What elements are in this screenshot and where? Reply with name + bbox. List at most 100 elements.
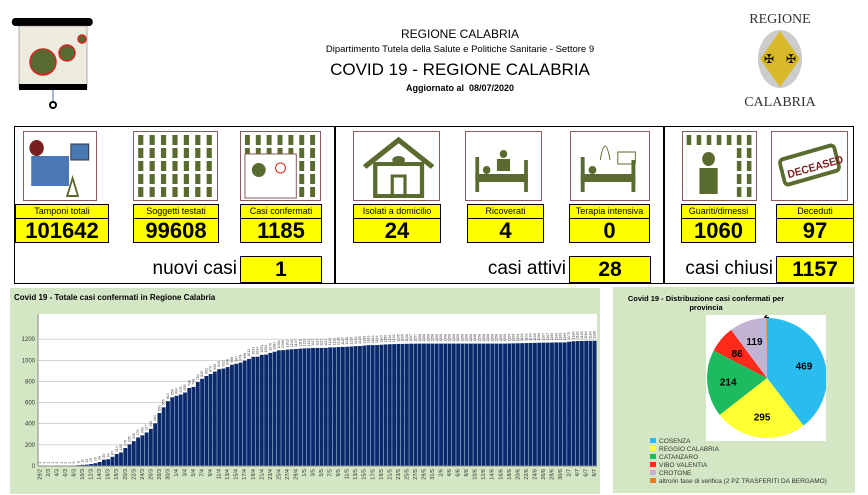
bar — [362, 345, 367, 466]
data-label: 1158 — [460, 334, 464, 342]
legend-swatch — [650, 478, 656, 483]
data-label: 1 — [38, 462, 42, 464]
kpi-label: Terapia intensiva — [569, 204, 650, 219]
bar — [375, 345, 379, 466]
bar — [439, 343, 443, 466]
data-label: 1167 — [542, 333, 546, 341]
department-name: Dipartimento Tutela della Salute e Polit… — [325, 44, 595, 55]
bar — [477, 343, 482, 466]
bar — [208, 374, 213, 466]
data-label: 664 — [175, 388, 179, 394]
data-label: 1054 — [264, 345, 268, 353]
data-label: 1127 — [341, 337, 345, 345]
pie-slice — [719, 378, 804, 438]
kpi-value: 4 — [467, 218, 544, 243]
x-tick-label: 19/5 — [379, 469, 385, 480]
bar — [166, 401, 170, 466]
org-name: REGIONE CALABRIA — [400, 27, 520, 41]
bar — [200, 378, 204, 466]
bar — [584, 340, 589, 466]
bar — [319, 347, 324, 466]
bar — [541, 342, 546, 466]
data-label: 1158 — [503, 334, 507, 342]
data-label: 64 — [106, 453, 110, 457]
data-label: 1169 — [563, 333, 567, 341]
x-tick-label: 28/3 — [157, 469, 163, 480]
bar — [571, 341, 576, 466]
pie-chart-panel: Covid 19 - Distribuzione casi confermati… — [613, 287, 855, 493]
summary-label: nuovi casi — [152, 258, 238, 279]
x-tick-label: 9/4 — [208, 469, 214, 477]
bar — [140, 435, 145, 466]
data-label: 1101 — [285, 340, 289, 348]
data-label: 1180 — [571, 332, 575, 340]
data-label: 922 — [221, 361, 225, 367]
kpi-value: 1185 — [240, 218, 322, 243]
data-label: 1184 — [588, 331, 592, 339]
bar — [183, 392, 187, 466]
data-label: 1117 — [320, 338, 324, 345]
data-label: 5 — [72, 461, 76, 463]
icu-bed-icon — [570, 131, 650, 201]
bar — [447, 343, 452, 466]
bar — [268, 352, 273, 466]
data-label: 352 — [149, 421, 153, 427]
bar — [127, 444, 132, 466]
pie-slice — [707, 350, 767, 415]
data-label: 1168 — [550, 333, 554, 341]
pie-legend: COSENZA REGGIO CALABRIA CATANZARO VIBO VALE… — [650, 438, 827, 486]
bar — [481, 343, 486, 466]
data-label: 2 — [64, 462, 68, 464]
legend-swatch — [650, 470, 656, 475]
bar — [328, 347, 333, 466]
data-label: 2 — [68, 462, 72, 464]
data-label: 893 — [213, 364, 217, 370]
x-tick-label: 8/7 — [592, 469, 598, 477]
data-label: 1183 — [580, 331, 584, 339]
bar — [443, 343, 448, 466]
x-tick-label: 2/6 — [439, 469, 445, 477]
infected-person-icon — [240, 131, 321, 201]
data-label: 1153 — [392, 334, 396, 342]
y-tick-label: 400 — [25, 422, 36, 428]
x-tick-label: 30/6 — [558, 469, 564, 480]
summary-value: 1157 — [776, 256, 854, 283]
y-tick-label: 800 — [25, 379, 36, 385]
data-label: 1158 — [495, 334, 499, 342]
slice-label: 214 — [720, 378, 737, 389]
bar — [524, 343, 529, 466]
bar — [392, 344, 397, 466]
x-tick-label: 2/7 — [567, 469, 573, 477]
bar — [187, 387, 192, 466]
bar — [464, 343, 469, 466]
x-tick-label: 14/6 — [490, 469, 496, 480]
bar — [264, 354, 269, 466]
page-title: COVID 19 - REGIONE CALABRIA — [330, 60, 590, 79]
bar — [170, 397, 175, 466]
data-label: 1159 — [507, 334, 511, 342]
bar — [84, 464, 89, 466]
bar — [97, 461, 102, 466]
kpi-label: Ricoverati — [467, 204, 544, 219]
data-label: 235 — [132, 433, 136, 439]
bar-chart-panel: Covid 19 - Totale casi confermati in Reg… — [10, 288, 600, 494]
kpi-value: 1060 — [681, 218, 756, 243]
x-tick-label: 15/5 — [362, 469, 368, 480]
bar — [323, 347, 328, 466]
data-label: 967 — [234, 356, 238, 362]
legend-swatch — [650, 446, 656, 451]
bar — [251, 356, 256, 466]
data-label: 1169 — [554, 333, 558, 341]
virus-screen-icon — [10, 12, 95, 112]
bar — [315, 347, 320, 466]
bar — [230, 364, 234, 466]
kpi-label: Casi confermati — [240, 204, 322, 219]
data-label: 1117 — [324, 338, 328, 345]
bar — [353, 346, 358, 466]
data-label: 676 — [179, 387, 183, 393]
data-label: 1144 — [375, 335, 379, 343]
bar — [212, 371, 217, 466]
bar — [550, 342, 554, 466]
x-tick-label: 26/6 — [541, 469, 547, 480]
